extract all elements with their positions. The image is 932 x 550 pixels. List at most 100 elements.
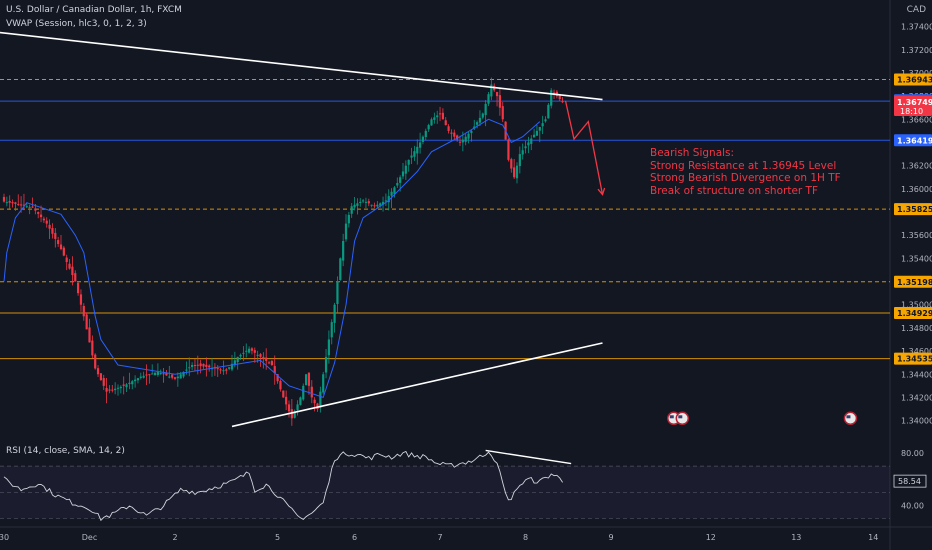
y-tick-label: 1.37400 [901,23,932,32]
candle-body [362,200,365,202]
candle-body [404,165,407,174]
candle-body [48,224,51,229]
candle-body [59,244,63,250]
candle-body [114,388,117,391]
candle-body [82,305,85,317]
candle-body [265,357,268,361]
candle-body [399,177,402,183]
candle-body [233,360,236,366]
candle-body [481,113,484,118]
candle-body [518,154,521,167]
candle-body [447,126,450,131]
candle-body [145,374,148,376]
candle-body [379,203,382,206]
candle-body [168,376,171,378]
candle-body [136,378,140,381]
candle-body [270,360,273,365]
candle-body [336,281,339,304]
candle-body [441,112,444,120]
rsi-line [3,450,563,522]
candle-body [148,374,151,376]
candle-body [31,206,34,208]
candle-body [222,370,225,372]
candle-body [544,119,547,122]
candle-body [173,377,177,379]
y-tick-label: 1.37000 [901,69,932,78]
level-tag: 1.36419 [897,136,932,145]
candle-body [296,404,299,411]
level-tag-bg [894,306,932,319]
rsi-value-tag-bg [893,474,927,488]
candle-body [28,206,31,208]
trendline [231,342,603,428]
candle-body [444,120,447,126]
candle-body [353,204,356,208]
candle-body [302,385,305,400]
candle-body [134,379,137,382]
candle-body [131,381,134,385]
candle-body [413,151,416,157]
candle-body [393,187,396,194]
candle-body [416,146,419,154]
candle-body [419,142,422,148]
candle-body [276,374,279,382]
candle-body [535,130,539,136]
y-tick-label: 1.37200 [901,46,932,55]
level-tag-bg [894,73,932,86]
candle-body [99,373,102,381]
y-tick-label: 1.35600 [901,231,932,240]
candle-body [71,266,74,276]
candle-body [79,294,83,305]
candle-body [401,171,405,177]
candle-body [94,354,97,369]
y-tick-label: 1.36000 [901,185,932,194]
candle-body [464,136,467,142]
trendline [0,31,603,101]
candle-body [51,228,54,234]
x-tick-label: 30 [0,533,9,542]
candle-body [119,386,122,389]
rsi-tick-label: 40.00 [901,501,924,510]
candle-body [142,375,145,378]
candle-body [65,257,68,263]
level-tag-bg [894,203,932,216]
candle-body [498,95,501,108]
candle-body [116,387,120,389]
candle-body [381,201,385,205]
annotation-title: Bearish Signals: [650,147,735,159]
candle-body [476,122,479,125]
candle-body [533,134,536,138]
candle-body [156,371,159,375]
candle-body [530,138,533,144]
price-tag: 1.36749 [897,98,932,107]
candle-body [285,396,288,405]
candle-body [256,354,259,356]
candle-body [490,84,493,97]
candle-body [342,240,345,261]
candle-body [74,273,77,282]
x-tick-label: 9 [609,533,614,542]
candle-body [182,371,185,377]
candle-body [515,165,519,179]
candle-body [370,204,373,206]
us-flag-icon [678,415,683,419]
candle-body [299,397,302,405]
candle-body [344,223,348,240]
rsi-divergence-line [485,449,572,465]
candle-body [313,399,316,404]
candle-body [364,201,368,203]
candle-body [339,258,342,281]
candle-body [111,389,114,391]
candle-body [319,391,322,408]
level-tag-bg [894,275,932,288]
price-tag-bg [894,96,932,117]
candle-body [96,368,100,375]
level-tag-bg [894,134,932,147]
currency-label: CAD [906,5,926,15]
candle-body [248,348,251,353]
price-tag-time: 18:10 [900,107,923,116]
x-tick-label: Dec [82,533,97,542]
candle-body [17,204,20,206]
candle-body [139,376,142,378]
